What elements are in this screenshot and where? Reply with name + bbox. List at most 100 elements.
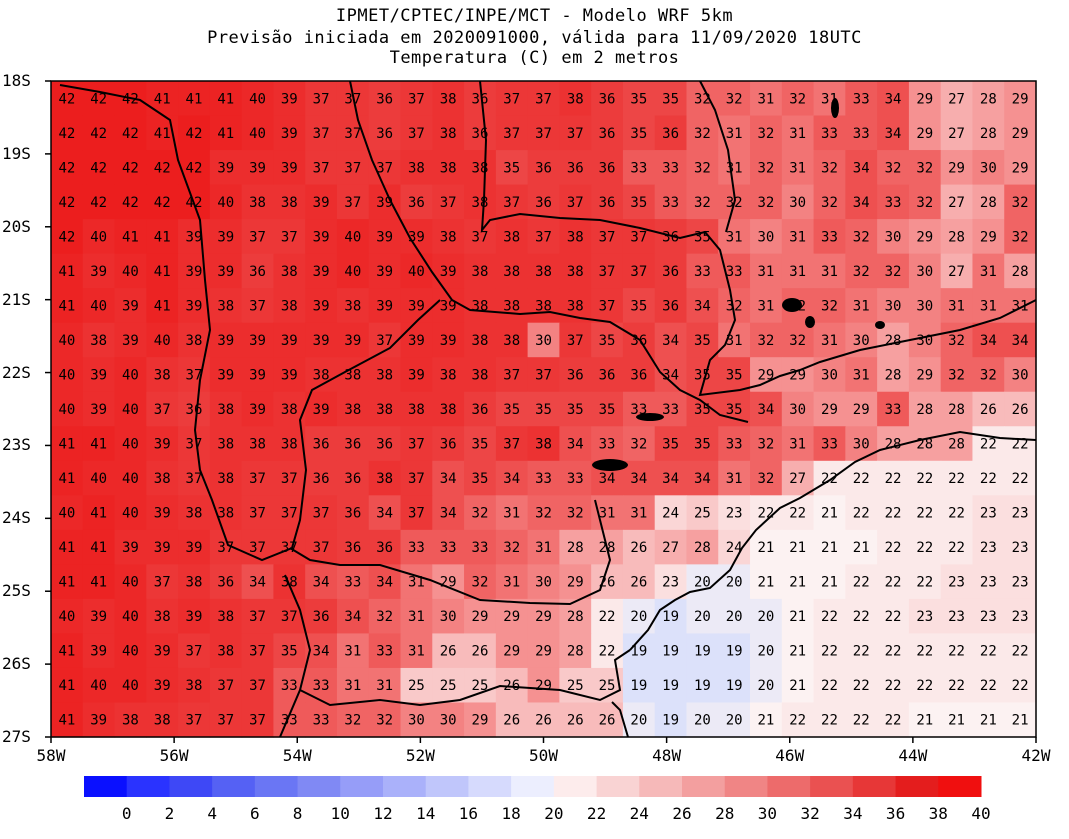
temperature-value: 31	[789, 160, 806, 176]
temperature-cell	[51, 253, 84, 289]
temperature-cell	[1004, 391, 1037, 427]
temperature-value: 31	[821, 91, 838, 107]
temperature-cell	[400, 391, 433, 427]
temperature-value: 29	[472, 713, 489, 729]
temperature-value: 21	[757, 540, 774, 556]
temperature-value: 29	[1012, 126, 1029, 142]
temperature-cell	[972, 322, 1005, 358]
temperature-cell	[781, 391, 815, 427]
temperature-value: 22	[821, 471, 838, 487]
temperature-value: 22	[821, 678, 838, 694]
temperature-value: 37	[535, 367, 552, 383]
temperature-cell	[464, 633, 497, 669]
temperature-cell	[908, 184, 942, 220]
temperature-cell	[400, 633, 433, 669]
temperature-cell	[336, 115, 370, 151]
temperature-cell	[845, 288, 878, 324]
colorbar-label: 38	[928, 804, 948, 823]
temperature-value: 32	[726, 298, 743, 314]
temperature-cell	[464, 564, 497, 600]
temperature-cell	[400, 184, 433, 220]
temperature-cell	[495, 150, 529, 186]
temperature-value: 31	[726, 333, 743, 349]
temperature-value: 36	[567, 367, 584, 383]
temperature-cell	[686, 702, 719, 738]
temperature-value: 37	[503, 126, 520, 142]
temperature-cell	[273, 460, 306, 496]
temperature-value: 31	[726, 126, 743, 142]
temperature-cell	[718, 219, 751, 255]
temperature-value: 41	[58, 264, 75, 280]
temperature-value: 30	[789, 195, 806, 211]
temperature-value: 39	[249, 160, 266, 176]
temperature-cell	[781, 184, 815, 220]
temperature-cell	[972, 460, 1005, 496]
temperature-value: 38	[154, 609, 171, 625]
temperature-value: 29	[472, 609, 489, 625]
temperature-cell	[51, 598, 84, 635]
temperature-cell	[654, 184, 688, 220]
temperature-value: 32	[1012, 195, 1029, 211]
temperature-cell	[813, 219, 846, 255]
temperature-value: 41	[217, 91, 234, 107]
colorbar-swatch	[895, 776, 939, 797]
temperature-value: 36	[313, 471, 330, 487]
temperature-cell	[146, 253, 179, 289]
temperature-cell	[559, 184, 592, 220]
temperature-value: 22	[948, 471, 965, 487]
temperature-cell	[813, 667, 846, 704]
temperature-value: 38	[154, 713, 171, 729]
temperature-cell	[940, 667, 974, 704]
temperature-cell	[845, 667, 878, 704]
temperature-value: 39	[313, 264, 330, 280]
temperature-cell	[400, 529, 433, 565]
temperature-value: 30	[916, 264, 933, 280]
latitude-label: 26S	[2, 654, 31, 674]
temperature-cell	[305, 253, 338, 289]
temperature-value: 38	[281, 402, 298, 418]
temperature-cell	[750, 219, 783, 255]
colorbar-swatch	[425, 776, 469, 797]
temperature-value: 31	[503, 506, 520, 522]
temperature-value: 38	[217, 471, 234, 487]
temperature-value: 37	[313, 540, 330, 556]
colorbar-swatch	[340, 776, 384, 797]
temperature-cell	[432, 184, 465, 220]
temperature-value: 39	[90, 367, 107, 383]
temperature-cell	[273, 322, 306, 358]
colorbar-label: 18	[501, 804, 521, 823]
temperature-value: 39	[154, 506, 171, 522]
temperature-cell	[82, 391, 116, 427]
temperature-value: 26	[567, 713, 584, 729]
temperature-cell	[400, 564, 433, 600]
temperature-cell	[622, 391, 656, 427]
temperature-cell	[400, 288, 433, 324]
temperature-value: 28	[980, 91, 997, 107]
temperature-cell	[654, 529, 688, 565]
temperature-value: 22	[757, 506, 774, 522]
temperature-value: 22	[916, 644, 933, 660]
temperature-cell	[114, 322, 147, 358]
temperature-cell	[781, 529, 815, 565]
temperature-cell	[336, 426, 370, 462]
temperature-value: 33	[313, 678, 330, 694]
colorbar-swatch	[682, 776, 726, 797]
temperature-cell	[972, 426, 1005, 462]
latitude-label: 23S	[2, 435, 31, 455]
temperature-value: 27	[948, 91, 965, 107]
temperature-value: 32	[376, 713, 393, 729]
state-borders	[59, 80, 1037, 738]
temperature-value: 36	[662, 298, 679, 314]
temperature-value: 39	[344, 333, 361, 349]
temperature-value: 42	[186, 160, 203, 176]
temperature-cell	[464, 391, 497, 427]
temperature-value: 37	[313, 506, 330, 522]
temperature-value: 30	[885, 229, 902, 245]
temperature-value: 21	[948, 713, 965, 729]
temperature-cell	[940, 253, 974, 289]
temperature-value: 21	[789, 644, 806, 660]
temperature-value: 39	[408, 229, 425, 245]
temperature-value: 37	[281, 609, 298, 625]
temperature-cell	[813, 81, 846, 117]
temperature-cell	[51, 115, 84, 151]
